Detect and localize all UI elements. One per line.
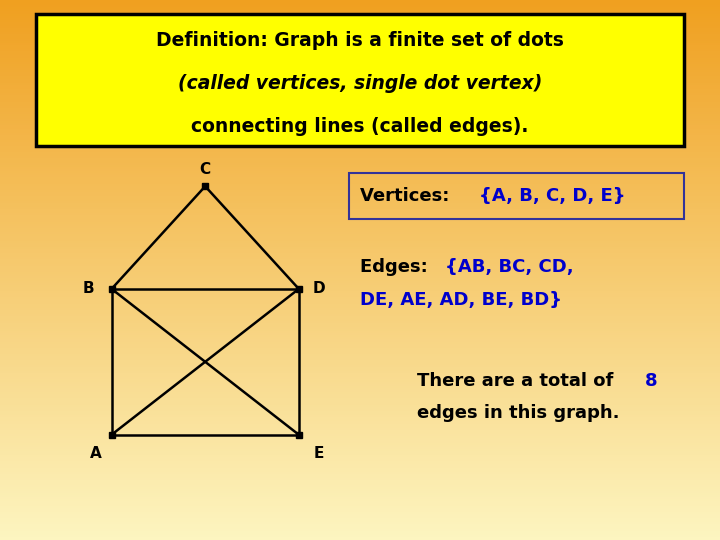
Text: DE, AE, AD, BE, BD}: DE, AE, AD, BE, BD}: [360, 291, 562, 309]
Text: C: C: [199, 161, 211, 177]
Text: (called vertices, single dot vertex): (called vertices, single dot vertex): [178, 74, 542, 93]
Text: E: E: [314, 446, 324, 461]
Text: Edges:: Edges:: [360, 258, 434, 276]
Text: {A, B, C, D, E}: {A, B, C, D, E}: [479, 187, 625, 205]
Text: Definition: Graph is a finite set of dots: Definition: Graph is a finite set of dot…: [156, 31, 564, 50]
Text: edges in this graph.: edges in this graph.: [417, 404, 620, 422]
Text: A: A: [90, 446, 102, 461]
FancyBboxPatch shape: [36, 14, 684, 146]
Text: 8: 8: [644, 372, 657, 390]
Text: D: D: [312, 281, 325, 296]
Text: Vertices:: Vertices:: [360, 187, 456, 205]
Text: {AB, BC, CD,: {AB, BC, CD,: [445, 258, 574, 276]
Text: B: B: [83, 281, 94, 296]
Text: There are a total of: There are a total of: [417, 372, 620, 390]
Text: connecting lines (called edges).: connecting lines (called edges).: [192, 117, 528, 137]
